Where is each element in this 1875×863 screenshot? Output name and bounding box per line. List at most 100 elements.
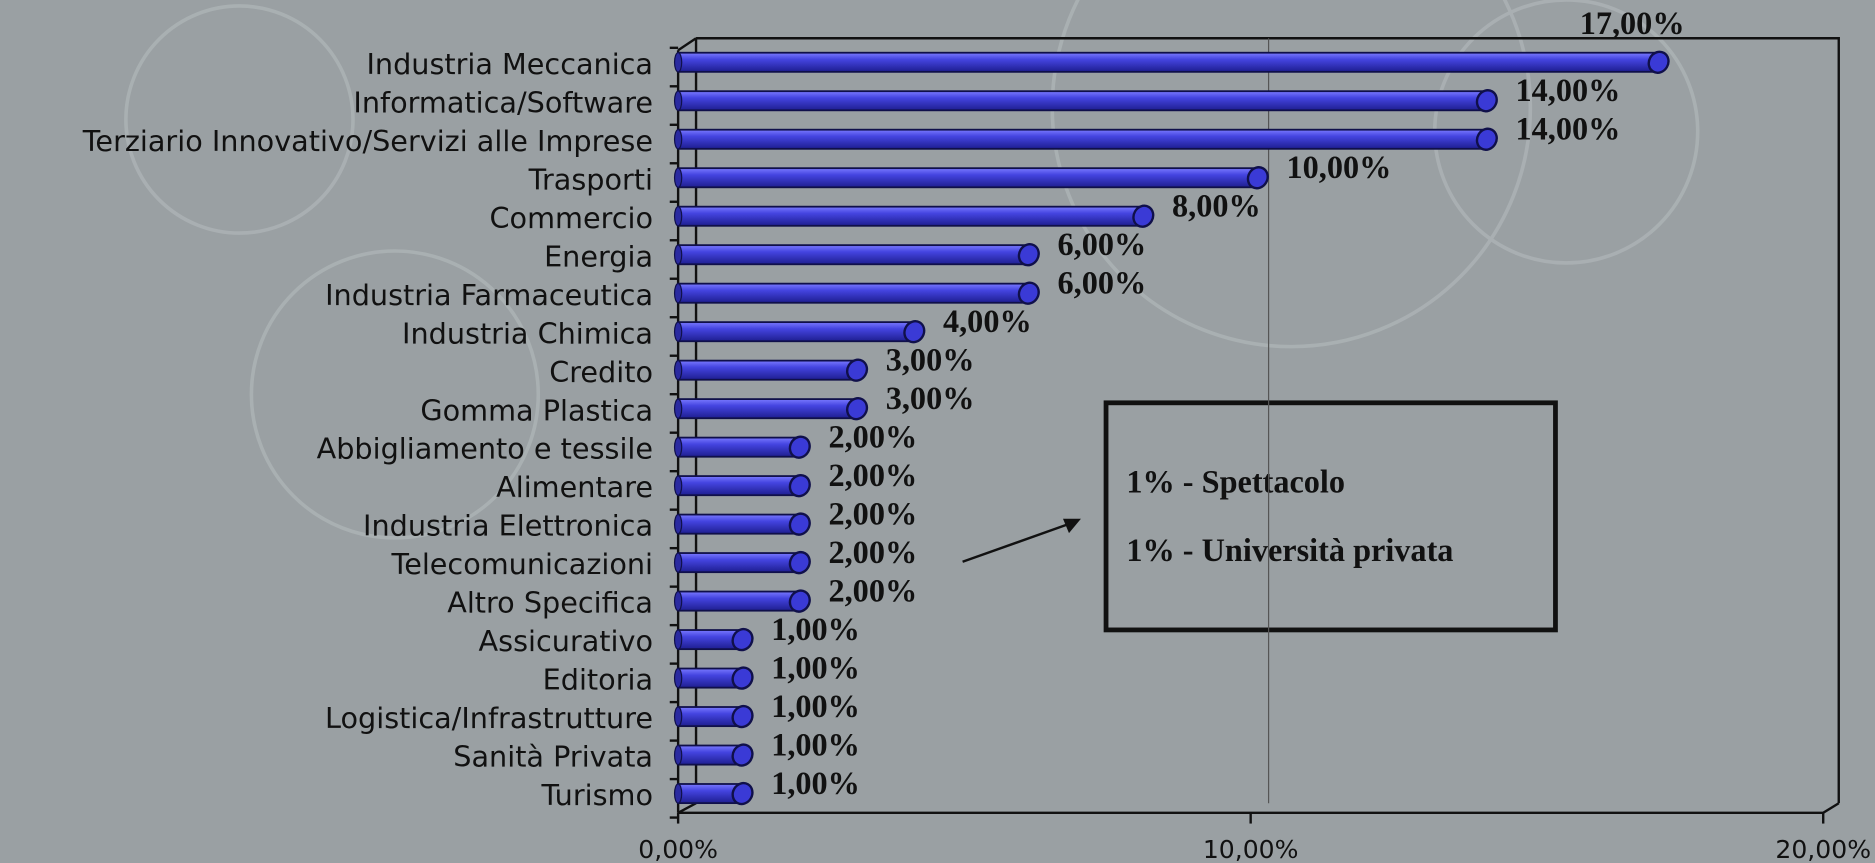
bar-cap (1246, 166, 1269, 190)
bar-cap (788, 473, 811, 498)
bar-cap (845, 397, 869, 421)
bar (677, 128, 1488, 150)
bar (677, 90, 1488, 112)
bar-base (673, 706, 683, 727)
arrow (962, 522, 1071, 563)
bar-base (673, 436, 683, 458)
bar-base (673, 52, 683, 73)
y-tick-label: Logistica/Infrastrutture (325, 701, 653, 735)
bar (677, 167, 1259, 189)
bar-cap (1475, 127, 1498, 151)
bar-base (673, 283, 683, 304)
bar (677, 51, 1660, 73)
bar-base (673, 744, 683, 766)
y-tick-label: Telecomunicazioni (391, 547, 653, 581)
data-label: 1,00% (771, 649, 860, 685)
bar (677, 244, 1030, 266)
bar (677, 398, 858, 420)
bar-base (673, 629, 683, 650)
data-label: 10,00% (1287, 149, 1392, 185)
x-tick-label: 20,00% (1775, 835, 1871, 863)
bar-base (673, 590, 683, 612)
bar-base (673, 360, 683, 381)
bar (677, 552, 801, 574)
annotation: 1% - Spettacolo (1126, 464, 1345, 500)
bar-base (673, 244, 683, 265)
data-label: 2,00% (828, 534, 917, 570)
data-label: 6,00% (1058, 226, 1147, 262)
data-label: 3,00% (886, 380, 975, 416)
y-tick-label: Alimentare (496, 470, 653, 504)
y-tick-label: Editoria (543, 663, 653, 697)
bar (677, 436, 801, 458)
data-label: 1,00% (771, 611, 860, 647)
x-tick-label: 0,00% (638, 835, 718, 863)
y-tick-label: Turismo (541, 778, 653, 812)
bar-cap (731, 743, 754, 767)
annotation: 1% - Università privata (1126, 532, 1453, 568)
bar-base (673, 321, 683, 342)
bar (677, 282, 1030, 304)
bar (677, 590, 801, 612)
data-label: 2,00% (828, 457, 917, 493)
data-label: 2,00% (828, 418, 917, 454)
data-label: 3,00% (886, 341, 975, 377)
data-label: 6,00% (1058, 264, 1147, 300)
y-tick-label: Abbigliamento e tessile (317, 432, 653, 466)
data-label: 1,00% (771, 765, 860, 801)
annotation-frame (1103, 400, 1558, 633)
bar-cap (788, 512, 811, 536)
y-tick-label: Industria Meccanica (366, 47, 653, 81)
y-tick-label: Industria Chimica (402, 316, 653, 350)
bar-cap (731, 666, 754, 690)
bar-cap (731, 781, 754, 806)
bar-base (673, 206, 683, 227)
y-tick-label: Trasporti (528, 162, 653, 196)
y-tick-label: Industria Elettronica (363, 509, 653, 543)
data-label: 14,00% (1516, 72, 1621, 108)
x-tick-label: 10,00% (1203, 835, 1299, 863)
y-tick-label: Commercio (490, 201, 653, 235)
y-tick-label: Energia (544, 239, 653, 273)
y-tick-label: Informatica/Software (353, 85, 653, 119)
bar-cap (1017, 243, 1040, 267)
y-tick-label: Credito (549, 355, 653, 389)
bar-base (673, 783, 683, 804)
bar (677, 321, 916, 343)
bar-base (673, 475, 683, 496)
data-label: 4,00% (943, 303, 1032, 339)
bar-cap (845, 358, 869, 382)
bar-base (673, 129, 683, 150)
bar-base (673, 667, 683, 689)
bar-cap (1647, 50, 1670, 74)
data-label: 2,00% (828, 495, 917, 531)
bar-cap (731, 704, 754, 729)
bar-cap (1132, 204, 1155, 228)
bar-base (673, 90, 683, 111)
bar-cap (903, 320, 926, 344)
y-tick-label: Terziario Innovativo/Servizi alle Impres… (82, 124, 653, 158)
bar (677, 205, 1145, 227)
bar (677, 475, 801, 497)
bar-cap (731, 627, 754, 652)
data-label: 8,00% (1172, 187, 1261, 223)
annotation-box: 1% - Spettacolo 1% - Università privata (962, 400, 1558, 633)
bar-base (673, 513, 683, 535)
y-tick-label: Industria Farmaceutica (325, 278, 653, 312)
bar-base (673, 552, 683, 573)
y-tick-label: Gomma Plastica (420, 393, 653, 427)
y-tick-label: Sanità Privata (453, 740, 653, 774)
bar-cap (1475, 89, 1498, 113)
bar (677, 359, 858, 381)
bar-cap (788, 435, 811, 459)
y-tick-label: Assicurativo (479, 624, 653, 658)
bar-base (673, 167, 683, 188)
bar-cap (1017, 281, 1040, 305)
bar-cap (788, 550, 811, 575)
data-label: 1,00% (771, 726, 860, 762)
data-label: 1,00% (771, 688, 860, 724)
bar-cap (788, 589, 811, 613)
data-label: 2,00% (828, 572, 917, 608)
data-label: 14,00% (1516, 110, 1621, 146)
